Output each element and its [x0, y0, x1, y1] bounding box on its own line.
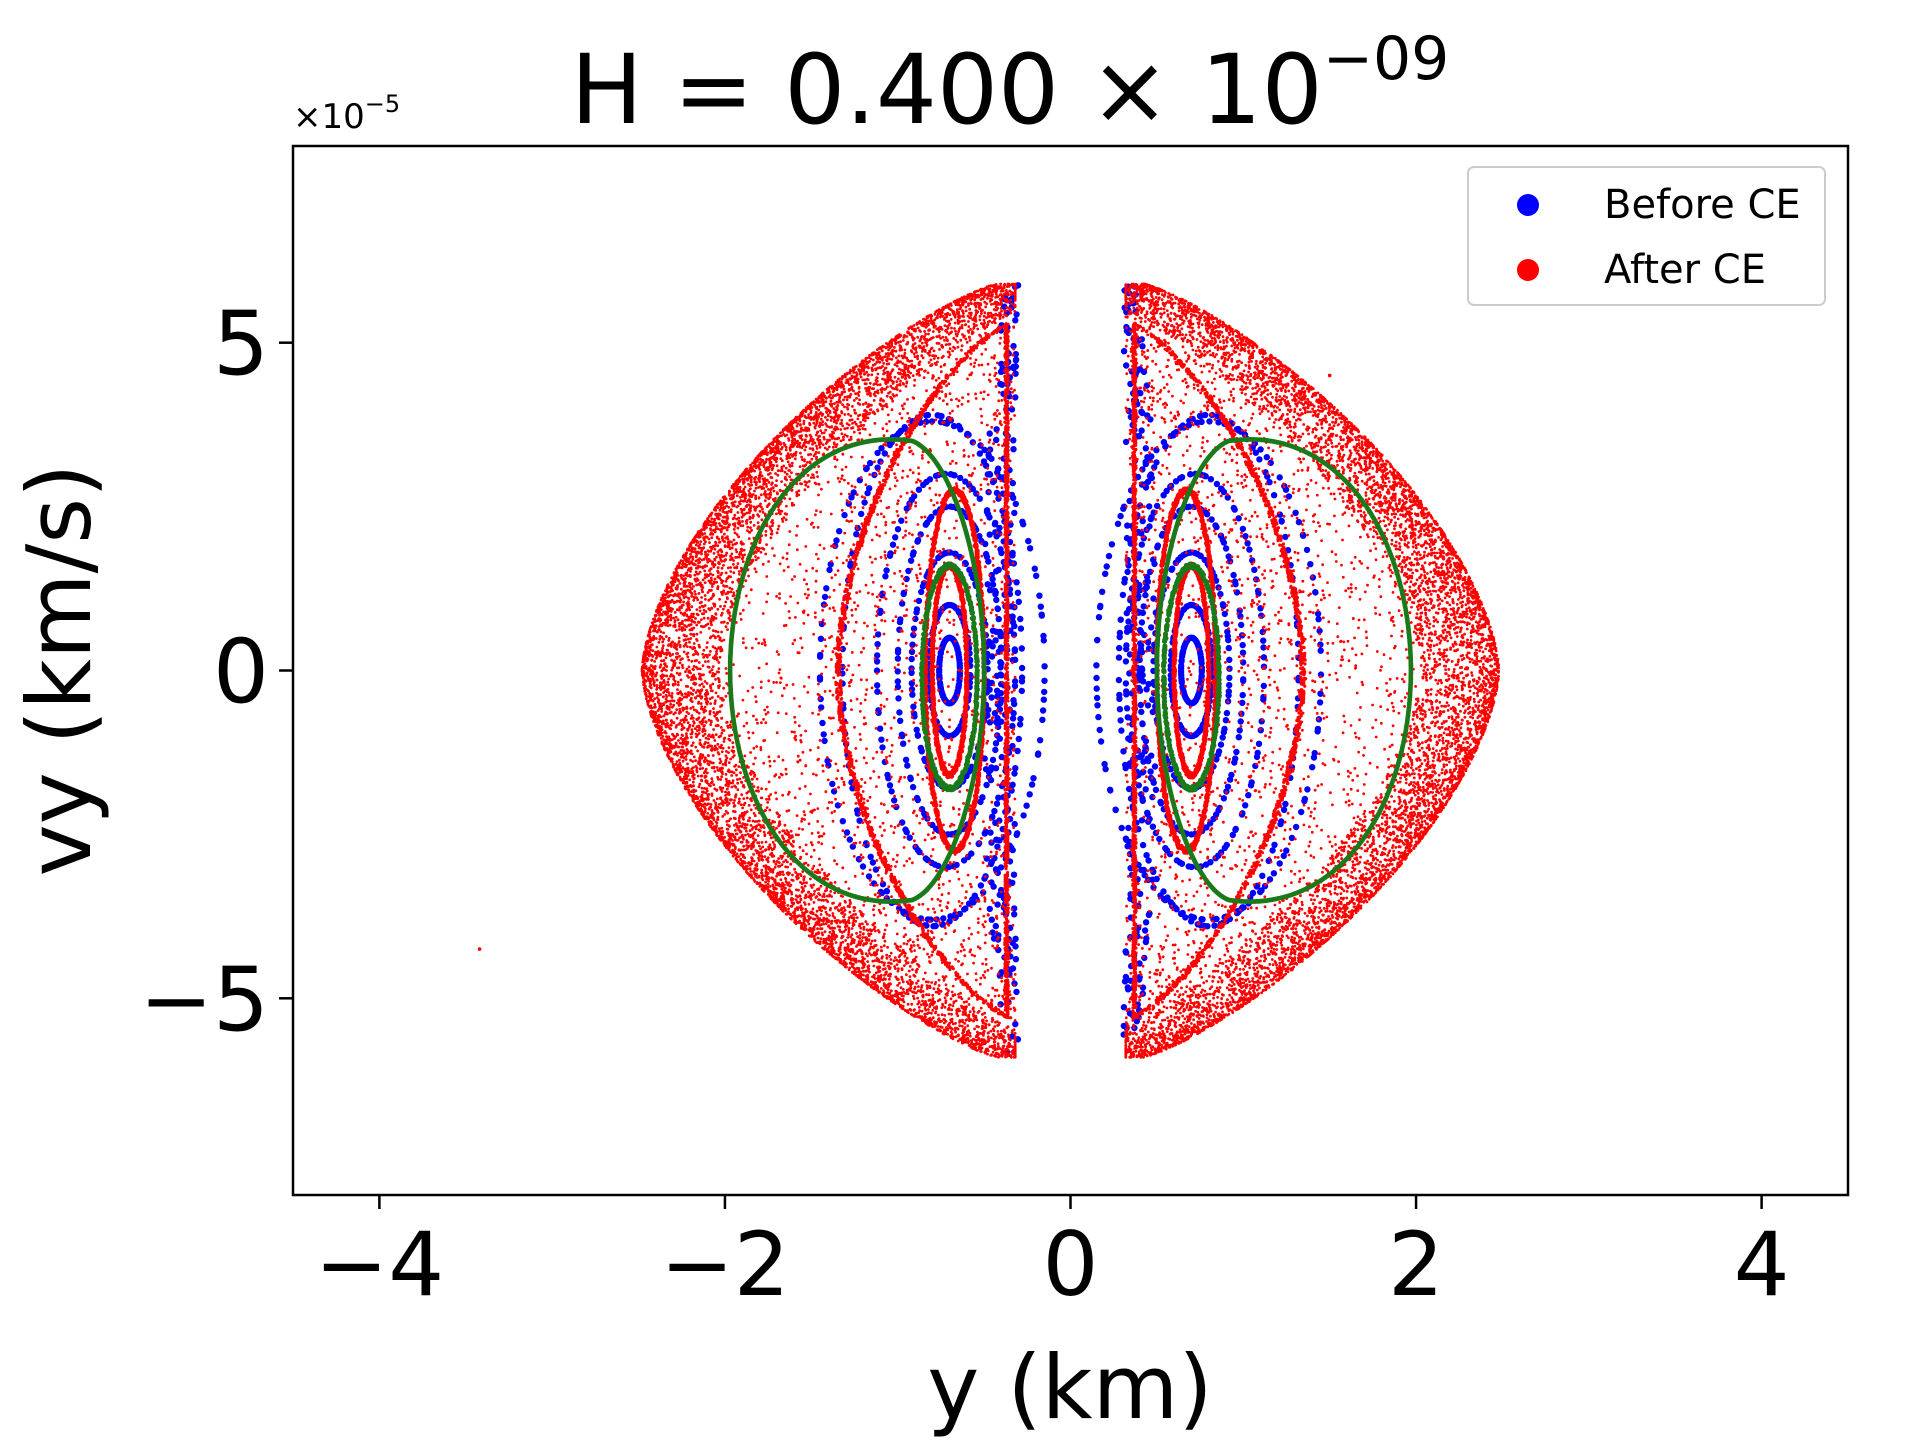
y-tick-label-1: 0	[213, 621, 269, 724]
legend: Before CE After CE	[1467, 166, 1826, 306]
legend-label-before-ce: Before CE	[1604, 182, 1801, 228]
chart-title: H = 0.400 × 10−09	[571, 24, 1450, 146]
y-tick-label-0: −5	[139, 948, 269, 1051]
legend-marker-after-ce	[1517, 259, 1539, 281]
x-tick-label-4: 4	[1734, 1213, 1790, 1316]
series-1-teardrop-2-right	[1131, 321, 1307, 1019]
chart-title-base: H = 0.400 × 10	[571, 34, 1323, 146]
x-tick-label-3: 2	[1388, 1213, 1444, 1316]
legend-marker-before-ce	[1517, 194, 1539, 216]
y-offset-label: ×10−5	[293, 90, 400, 137]
x-tick-label-2: 0	[1043, 1213, 1099, 1316]
x-tick-label-1: −2	[660, 1213, 790, 1316]
legend-box	[1467, 166, 1826, 306]
series-0-island-0-left	[936, 634, 964, 707]
y-tick-label-2: 5	[213, 293, 269, 396]
y-axis-label: vy (km/s)	[8, 464, 111, 877]
x-axis-label: y (km)	[927, 1336, 1212, 1439]
series-0-band-7-left	[981, 282, 1022, 1056]
x-axis-ticks: −4 −2 0 2 4	[315, 1195, 1790, 1316]
legend-label-after-ce: After CE	[1604, 247, 1766, 293]
x-tick-label-0: −4	[315, 1213, 445, 1316]
chart-title-exponent: −09	[1323, 24, 1450, 94]
y-axis-ticks: −5 0 5	[139, 293, 293, 1051]
series-1-teardrop-2-left	[834, 322, 1013, 1020]
series-0-island-0-right	[1177, 634, 1205, 707]
plot-points	[477, 282, 1501, 1059]
series-1-sea-3-right	[1124, 282, 1501, 1059]
